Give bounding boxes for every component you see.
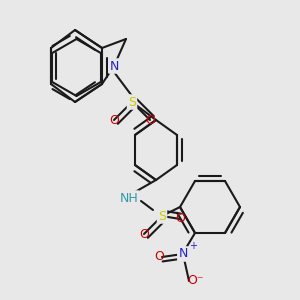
- Text: N: N: [178, 248, 188, 260]
- Text: NH: NH: [120, 191, 138, 205]
- Text: N: N: [109, 59, 119, 73]
- Text: S: S: [158, 209, 166, 223]
- Text: S: S: [128, 95, 136, 109]
- Text: O: O: [154, 250, 164, 263]
- Text: O: O: [175, 212, 185, 226]
- Text: +: +: [190, 242, 197, 251]
- Text: O: O: [145, 113, 155, 127]
- Text: O: O: [139, 227, 149, 241]
- Text: O⁻: O⁻: [187, 274, 203, 287]
- Text: O: O: [109, 113, 119, 127]
